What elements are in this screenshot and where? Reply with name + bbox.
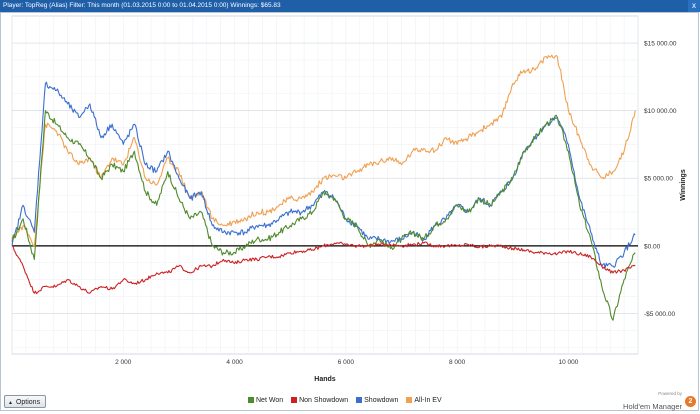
y-tick-label: $15 000.00 [644,41,677,48]
options-label: Options [15,399,41,406]
x-tick-label: 8 000 [449,359,466,366]
options-button[interactable]: ▲ Options [4,395,46,408]
grid [11,16,639,354]
legend-label: Net Won [256,397,284,404]
legend-label: All-In EV [414,397,442,404]
legend: Net Won Non Showdown Showdown All-In EV [248,397,450,404]
triangle-up-icon: ▲ [8,400,13,406]
x-tick-label: 10 000 [558,359,578,366]
window-titlebar: Player: TopReg (Alias) Filter: This mont… [0,0,700,12]
y-tick-labels: -$5 000.00 $0.00 $5 000.00 $10 000.00 $15 00… [644,41,677,318]
powered-by-label: Powered by [658,391,682,396]
legend-label: Non Showdown [299,397,349,404]
brand-name: Hold'em Manager [623,402,682,411]
legend-swatch [248,397,254,404]
legend-item[interactable]: All-In EV [406,397,442,404]
series-line-all-in-ev [11,54,636,247]
window-title: Player: TopReg (Alias) Filter: This mont… [3,2,281,9]
series-line-non-showdown [11,241,636,295]
legend-swatch [356,397,363,404]
y-tick-label: $0.00 [644,243,661,250]
legend-item[interactable]: Non Showdown [291,397,348,404]
x-tick-label: 6 000 [338,359,355,366]
x-axis-label: Hands [314,376,336,383]
y-tick-label: $10 000.00 [644,108,677,115]
series-line-net-won [11,110,636,321]
legend-swatch [291,397,298,404]
legend-swatch [406,397,413,404]
x-tick-label: 4 000 [226,359,243,366]
series-lines [11,54,636,321]
y-axis-label: Winnings [680,169,687,201]
y-tick-label: -$5 000.00 [644,311,675,318]
x-tick-label: 2 000 [115,359,132,366]
y-tick-label: $5 000.00 [644,176,673,183]
close-button[interactable]: x [688,0,700,12]
x-tick-labels: 2 000 4 000 6 000 8 000 10 000 [115,359,579,366]
legend-label: Showdown [364,397,399,404]
chart-frame [0,12,699,411]
brand-badge-icon: 2 [685,396,696,407]
plot-area [11,15,639,355]
legend-item[interactable]: Showdown [356,397,398,404]
brand-logo: Powered by Hold'em Manager 2 [623,391,696,414]
legend-item[interactable]: Net Won [248,397,283,404]
